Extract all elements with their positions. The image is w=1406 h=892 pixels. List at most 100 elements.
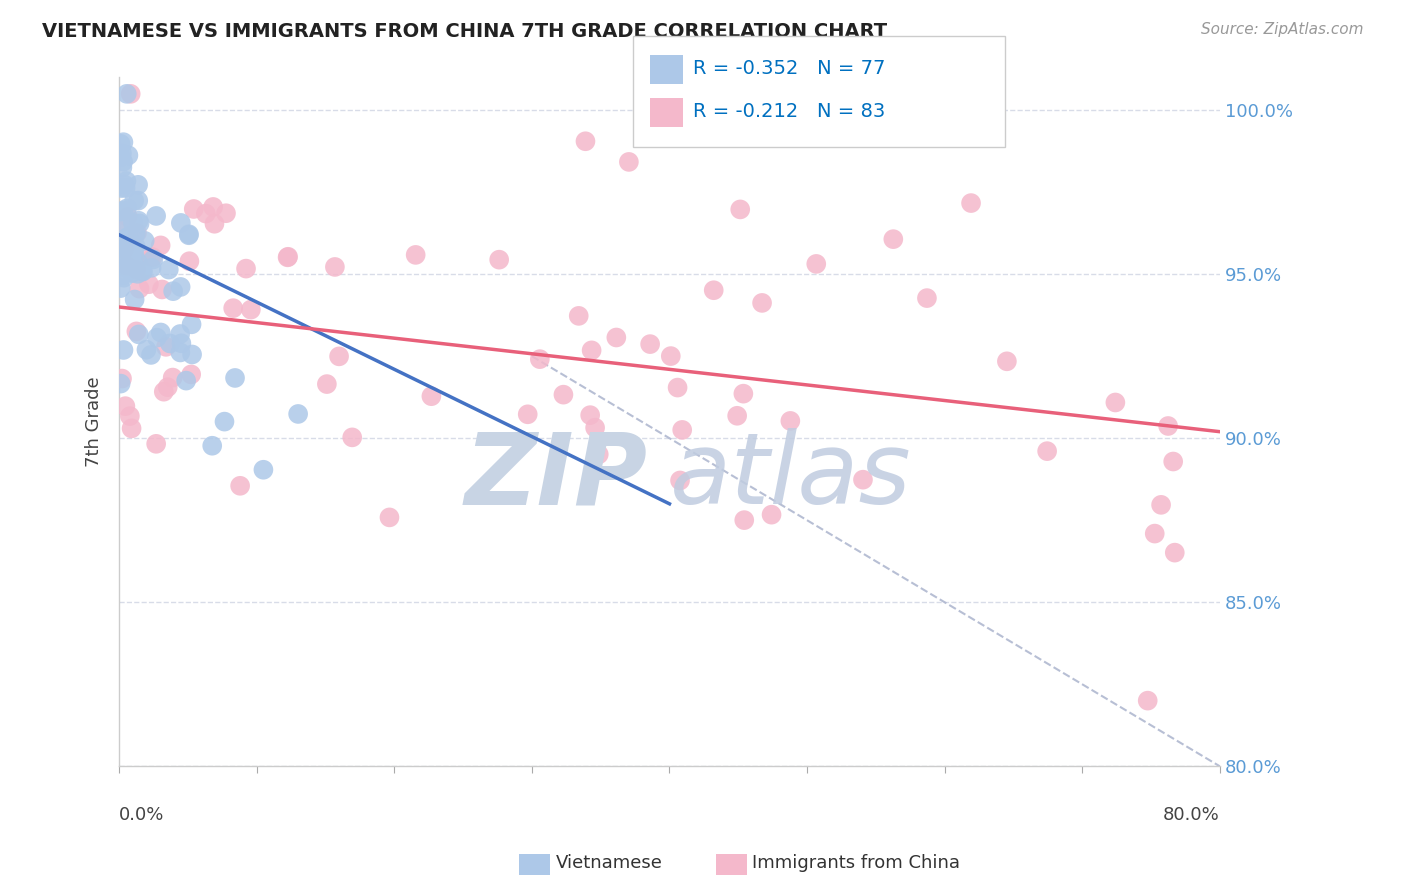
Point xyxy=(111,146,134,161)
Point xyxy=(110,281,132,295)
Point xyxy=(114,250,136,264)
Point xyxy=(915,291,938,305)
Point xyxy=(239,302,262,317)
Point xyxy=(112,154,135,169)
Point xyxy=(121,266,143,280)
Point xyxy=(583,421,606,435)
Point xyxy=(111,215,134,229)
Point xyxy=(1136,693,1159,707)
Point xyxy=(146,331,169,345)
Point xyxy=(169,326,191,341)
Point xyxy=(170,336,193,351)
Point xyxy=(112,203,135,218)
Point xyxy=(183,202,205,216)
Point xyxy=(118,229,141,244)
Point xyxy=(1104,395,1126,409)
Point xyxy=(180,368,202,382)
Point xyxy=(671,423,693,437)
Point xyxy=(127,178,149,192)
Point xyxy=(110,150,132,164)
Point xyxy=(156,380,179,394)
Point xyxy=(125,325,148,339)
Point xyxy=(252,463,274,477)
Text: VIETNAMESE VS IMMIGRANTS FROM CHINA 7TH GRADE CORRELATION CHART: VIETNAMESE VS IMMIGRANTS FROM CHINA 7TH … xyxy=(42,22,887,41)
Text: atlas: atlas xyxy=(669,428,911,525)
Point xyxy=(733,386,755,401)
Point xyxy=(124,227,146,241)
Point xyxy=(117,210,139,224)
Point xyxy=(617,155,640,169)
Point xyxy=(224,371,246,385)
Point xyxy=(669,474,692,488)
Point xyxy=(779,414,801,428)
Point xyxy=(703,283,725,297)
Point xyxy=(177,228,200,243)
Point xyxy=(149,238,172,252)
Point xyxy=(342,430,364,444)
Point xyxy=(111,371,134,385)
Point xyxy=(111,161,134,175)
Point xyxy=(110,136,132,151)
Point xyxy=(145,209,167,223)
Point xyxy=(222,301,245,315)
Point xyxy=(169,345,191,359)
Point xyxy=(111,268,134,282)
Point xyxy=(733,513,755,527)
Point xyxy=(328,350,350,364)
Point xyxy=(638,337,661,351)
Point xyxy=(124,293,146,307)
Point xyxy=(194,206,217,220)
Point xyxy=(568,309,591,323)
Point xyxy=(110,376,132,391)
Point xyxy=(128,282,150,296)
Point xyxy=(110,204,132,219)
Point xyxy=(315,377,337,392)
Point xyxy=(122,194,145,208)
Point xyxy=(139,250,162,264)
Point xyxy=(120,255,142,269)
Text: ZIP: ZIP xyxy=(464,428,648,525)
Point xyxy=(1164,546,1187,560)
Point xyxy=(120,257,142,271)
Point xyxy=(882,232,904,246)
Point xyxy=(122,253,145,268)
Point xyxy=(179,254,201,268)
Point xyxy=(579,408,602,422)
Point xyxy=(120,87,142,101)
Point xyxy=(725,409,748,423)
Point xyxy=(142,252,165,267)
Point xyxy=(114,399,136,413)
Point xyxy=(112,135,135,149)
Text: Vietnamese: Vietnamese xyxy=(555,855,662,872)
Point xyxy=(125,262,148,277)
Point xyxy=(128,217,150,231)
Point xyxy=(181,347,204,361)
Point xyxy=(152,384,174,399)
Point xyxy=(124,239,146,253)
Point xyxy=(215,206,238,220)
Point xyxy=(135,343,157,357)
Text: 80.0%: 80.0% xyxy=(1163,805,1220,823)
Point xyxy=(170,216,193,230)
Point xyxy=(659,349,682,363)
Point xyxy=(115,231,138,245)
Point xyxy=(115,246,138,260)
Point xyxy=(127,267,149,281)
Point xyxy=(110,260,132,274)
Point xyxy=(112,242,135,256)
Point xyxy=(214,415,236,429)
Point xyxy=(588,447,610,461)
Point xyxy=(118,409,141,423)
Point xyxy=(1143,526,1166,541)
Point xyxy=(960,196,983,211)
Point xyxy=(852,473,875,487)
Point xyxy=(159,336,181,351)
Point xyxy=(150,283,173,297)
Text: Immigrants from China: Immigrants from China xyxy=(752,855,960,872)
Point xyxy=(142,250,165,264)
Point xyxy=(1157,419,1180,434)
Point xyxy=(581,343,603,358)
Point xyxy=(127,255,149,269)
Point xyxy=(121,251,143,265)
Y-axis label: 7th Grade: 7th Grade xyxy=(86,376,103,467)
